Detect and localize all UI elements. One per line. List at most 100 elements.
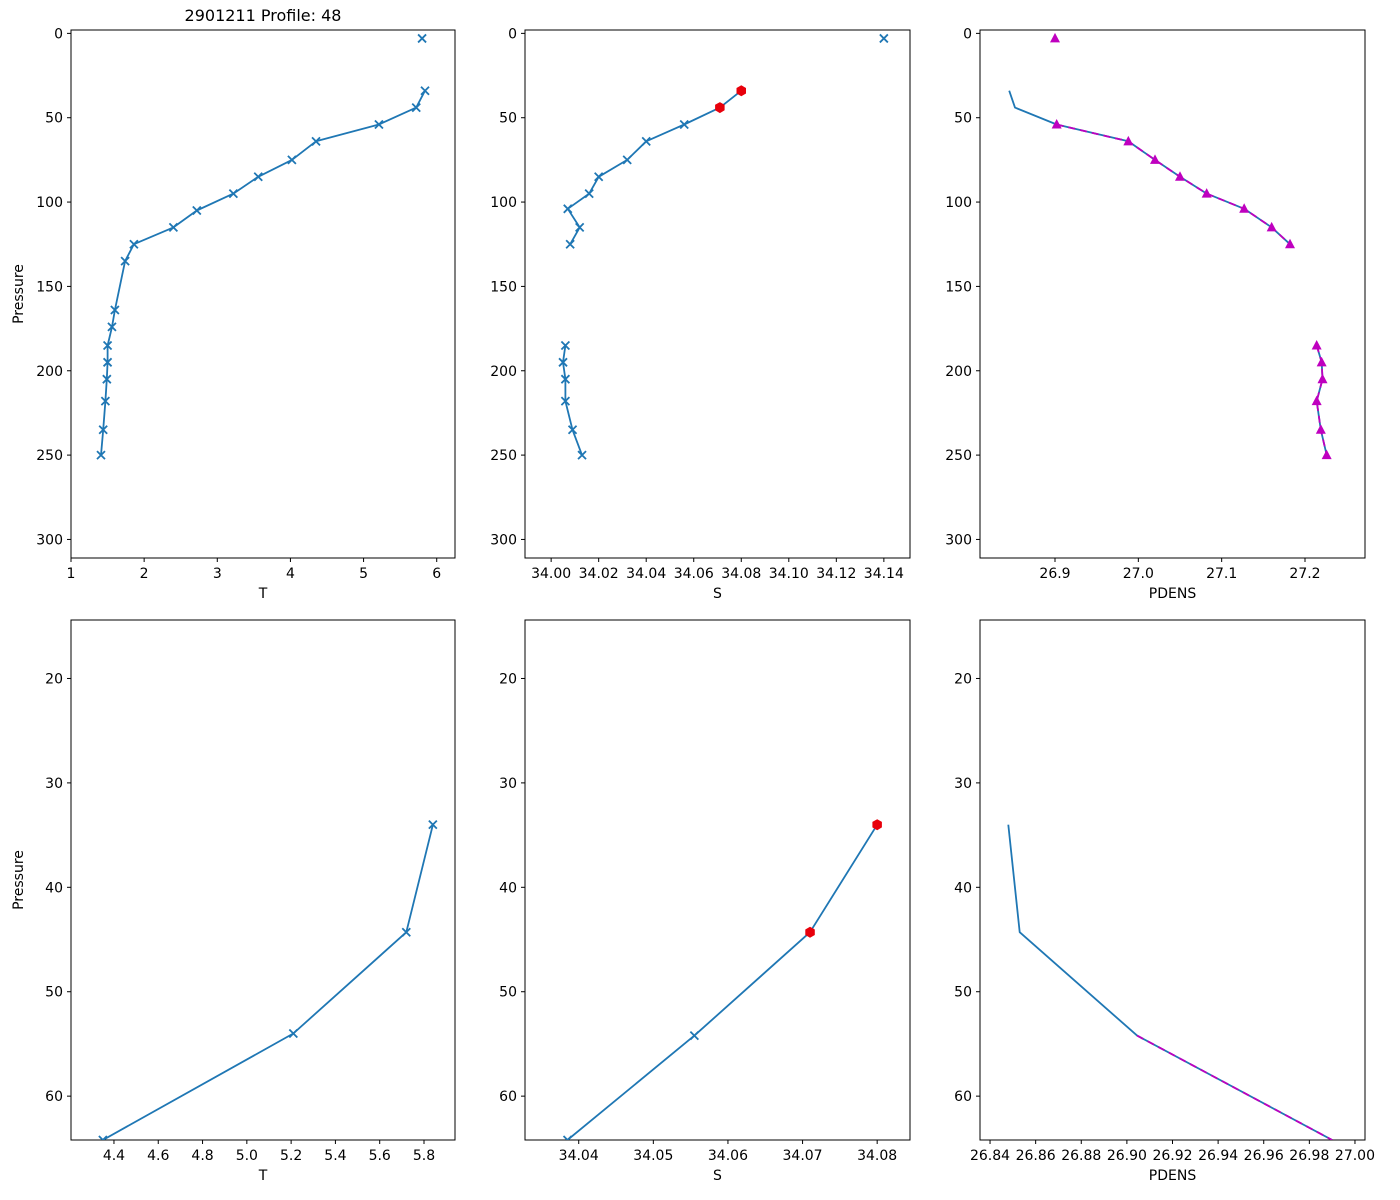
hexagon-marker — [805, 926, 815, 938]
x-tick-label: 34.00 — [531, 566, 571, 582]
x-tick-label: 26.9 — [1039, 566, 1070, 582]
x-marker — [102, 374, 112, 384]
x-tick-label: 5.4 — [324, 1148, 346, 1164]
y-tick-label: 200 — [945, 364, 972, 380]
x-marker — [622, 155, 632, 165]
triangle-marker — [1150, 154, 1160, 164]
pdens-zoom-line-line — [1007, 824, 1333, 1140]
x-tick-label: 4.4 — [103, 1148, 125, 1164]
x-tick-label: 6 — [432, 566, 441, 582]
x-axis-label: T — [258, 1168, 268, 1184]
subplot-pdens-full: 26.9 27.0 27.1 27.2 0 50 100 150 200 250 300 PDENS — [945, 26, 1366, 602]
x-marker — [192, 205, 202, 216]
triangle-marker — [1123, 135, 1134, 146]
x-tick-label: 34.10 — [769, 566, 809, 582]
x-tick-label: 27.1 — [1206, 566, 1237, 582]
y-tick-label: 40 — [45, 880, 63, 896]
y-tick-label: 30 — [954, 776, 972, 792]
x-marker — [107, 322, 117, 332]
x-marker — [98, 425, 108, 435]
x-tick-label: 34.12 — [816, 566, 856, 582]
x-marker — [567, 425, 578, 435]
y-tick-label: 300 — [490, 532, 517, 548]
series-s-upper-markers — [563, 119, 689, 249]
series-s-upper-line — [566, 89, 742, 245]
y-tick-label: 40 — [499, 880, 517, 896]
x-marker — [102, 340, 113, 351]
plot-data-area — [558, 33, 889, 460]
x-tick-label: 26.94 — [1198, 1148, 1238, 1164]
x-tick-label: 34.08 — [721, 566, 761, 582]
plot-data-area — [96, 33, 430, 460]
triangle-marker — [1175, 171, 1185, 181]
triangle-marker — [1321, 449, 1332, 460]
x-tick-label: 27.0 — [1123, 566, 1154, 582]
x-marker — [411, 102, 421, 113]
x-marker — [110, 305, 120, 315]
triangle-marker — [1316, 356, 1327, 367]
x-tick-label: 4 — [286, 566, 295, 582]
y-tick-label: 0 — [963, 26, 972, 42]
y-tick-label: 20 — [45, 671, 63, 687]
x-tick-label: 34.04 — [559, 1148, 599, 1164]
x-marker — [401, 927, 411, 937]
x-tick-label: 34.06 — [708, 1148, 748, 1164]
x-tick-label: 5.6 — [369, 1148, 391, 1164]
x-tick-label: 27.00 — [1335, 1148, 1375, 1164]
x-marker — [577, 450, 587, 460]
y-tick-label: 250 — [490, 448, 517, 464]
t-zoom-line-line — [102, 824, 434, 1140]
subplot-s-zoom: 34.04 34.05 34.06 34.07 34.08 20 30 40 50 60 S — [499, 619, 911, 1184]
x-tick-label: 34.07 — [783, 1148, 823, 1164]
y-tick-label: 50 — [499, 111, 517, 127]
y-tick-label: 60 — [499, 1089, 517, 1105]
x-marker — [560, 340, 571, 351]
plot-data-area — [1007, 824, 1333, 1140]
triangle-marker — [1201, 188, 1212, 198]
triangle-marker — [1051, 118, 1062, 129]
y-tick-label: 50 — [45, 111, 63, 127]
x-marker — [129, 239, 139, 249]
x-marker — [120, 256, 130, 266]
x-marker — [417, 33, 427, 44]
y-tick-label: 250 — [36, 448, 63, 464]
triangle-marker — [1239, 203, 1250, 213]
x-tick-label: 3 — [213, 566, 222, 582]
x-marker — [560, 396, 571, 406]
x-marker — [575, 222, 585, 233]
triangle-marker — [1317, 373, 1328, 384]
x-marker — [584, 188, 594, 199]
y-tick-label: 20 — [954, 671, 972, 687]
x-marker — [374, 119, 384, 130]
y-tick-label: 150 — [36, 279, 63, 295]
series-s-lower-line — [558, 340, 587, 460]
x-marker — [311, 136, 321, 146]
x-tick-label: 2 — [140, 566, 149, 582]
series-pdens-upper-line — [1008, 90, 1291, 245]
x-marker — [420, 86, 430, 96]
y-tick-label: 60 — [45, 1089, 63, 1105]
t-profile-line-line — [100, 90, 426, 456]
y-tick-label: 50 — [45, 985, 63, 1001]
y-axis-label: Pressure — [11, 850, 27, 910]
hexagon-marker — [872, 819, 882, 831]
x-marker — [100, 396, 111, 406]
x-marker — [689, 1030, 700, 1041]
x-marker — [168, 222, 179, 233]
triangle-marker — [1285, 238, 1295, 249]
y-tick-label: 100 — [36, 195, 63, 211]
x-marker — [428, 820, 438, 830]
x-tick-label: 26.92 — [1152, 1148, 1192, 1164]
x-marker — [228, 188, 239, 199]
x-marker — [287, 155, 297, 165]
x-tick-label: 1 — [67, 566, 76, 582]
series-s-flagged-points — [715, 85, 746, 114]
x-tick-label: 5.2 — [280, 1148, 302, 1164]
series-s-zoom-flagged-points — [805, 819, 882, 938]
subplot-pdens-zoom: 26.84 26.86 26.88 26.90 26.92 26.94 26.96 26.98… — [954, 619, 1375, 1184]
y-tick-label: 50 — [499, 985, 517, 1001]
y-tick-label: 200 — [36, 364, 63, 380]
x-tick-label: 26.86 — [1016, 1148, 1056, 1164]
